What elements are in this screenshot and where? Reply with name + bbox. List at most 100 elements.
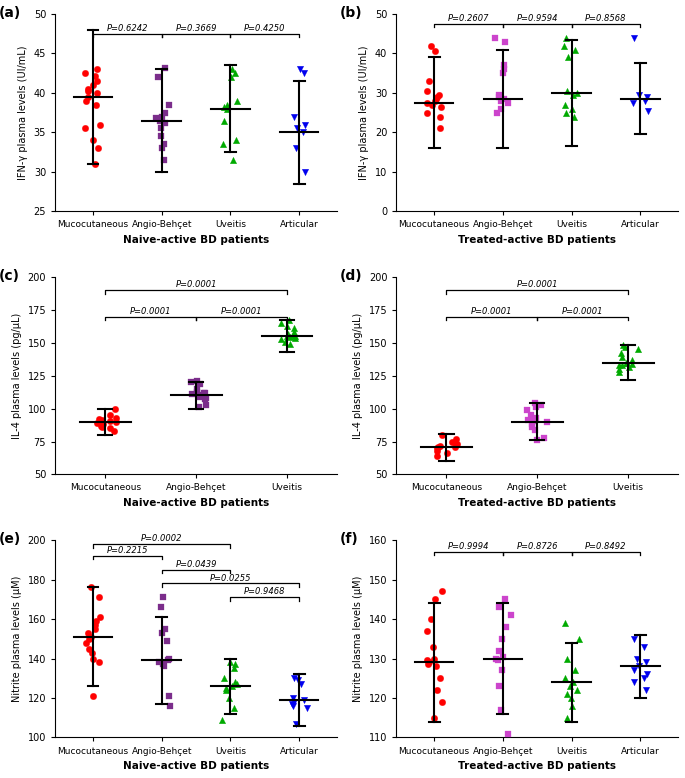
Point: [497, 664, 508, 677]
Point: [290, 142, 301, 155]
Point: [434, 672, 445, 685]
Point: [503, 727, 514, 740]
Point: [493, 680, 504, 692]
Point: [436, 100, 447, 113]
Point: [566, 103, 577, 115]
Text: P=0.0255: P=0.0255: [210, 573, 251, 583]
Point: [640, 684, 651, 696]
Point: [82, 91, 93, 103]
Point: [193, 389, 204, 401]
Point: [288, 692, 299, 704]
Point: [93, 591, 104, 604]
Point: [222, 103, 233, 115]
Point: [299, 67, 310, 79]
Point: [199, 387, 210, 399]
Point: [88, 690, 99, 703]
Point: [159, 117, 170, 129]
Point: [288, 672, 299, 685]
Point: [629, 31, 640, 44]
Point: [571, 86, 582, 99]
Point: [295, 63, 306, 75]
Point: [154, 114, 165, 127]
Point: [633, 343, 644, 356]
Point: [640, 656, 651, 668]
Point: [499, 93, 510, 105]
Point: [430, 95, 441, 107]
Point: [88, 134, 99, 146]
Point: [491, 107, 502, 119]
Y-axis label: IFN-γ plasma levels (UI/mL): IFN-γ plasma levels (UI/mL): [18, 45, 28, 180]
Point: [573, 633, 584, 645]
Point: [626, 358, 637, 370]
Point: [97, 414, 108, 426]
Point: [627, 96, 638, 109]
Point: [432, 442, 443, 454]
Point: [435, 110, 446, 123]
Point: [192, 385, 203, 398]
Point: [90, 99, 101, 111]
Text: P=0.2607: P=0.2607: [448, 14, 489, 23]
Point: [532, 434, 543, 447]
Point: [89, 622, 100, 635]
Point: [289, 326, 300, 338]
Point: [530, 423, 540, 436]
Point: [527, 421, 538, 433]
Point: [627, 354, 638, 366]
Point: [230, 67, 241, 79]
Point: [288, 699, 299, 712]
Point: [163, 99, 174, 111]
X-axis label: Naive-active BD patients: Naive-active BD patients: [123, 235, 269, 245]
Point: [427, 640, 438, 653]
Point: [506, 609, 516, 622]
Point: [429, 593, 440, 605]
Point: [229, 676, 240, 689]
Point: [104, 422, 115, 435]
Point: [562, 712, 573, 724]
Point: [92, 63, 103, 75]
Point: [619, 341, 630, 353]
Point: [287, 698, 298, 710]
Text: P=0.3669: P=0.3669: [175, 24, 217, 33]
Text: P=0.9594: P=0.9594: [516, 14, 558, 23]
Text: P=0.4250: P=0.4250: [244, 24, 286, 33]
Point: [499, 63, 510, 75]
Point: [447, 436, 458, 448]
Point: [522, 414, 533, 426]
Point: [500, 621, 511, 633]
Point: [158, 138, 169, 150]
Point: [421, 96, 432, 109]
Point: [451, 433, 462, 445]
Point: [442, 447, 453, 460]
Point: [494, 91, 505, 103]
Point: [155, 601, 166, 613]
Point: [86, 631, 97, 643]
Point: [217, 138, 228, 150]
Point: [426, 99, 437, 111]
Point: [527, 415, 538, 427]
Point: [613, 363, 624, 375]
Point: [622, 357, 633, 370]
Point: [623, 360, 634, 373]
Point: [162, 654, 173, 667]
Point: [153, 71, 164, 83]
Point: [284, 331, 295, 343]
Point: [110, 402, 121, 415]
Point: [497, 633, 508, 645]
Point: [155, 122, 166, 135]
Point: [425, 40, 436, 52]
Point: [560, 31, 571, 44]
Point: [227, 63, 238, 75]
Point: [536, 398, 547, 411]
Point: [224, 656, 235, 668]
Point: [560, 107, 571, 119]
Point: [525, 409, 536, 422]
Point: [641, 91, 652, 103]
Point: [428, 652, 439, 664]
Point: [200, 398, 211, 411]
Point: [96, 419, 107, 432]
Point: [628, 633, 639, 645]
Point: [83, 82, 94, 95]
Point: [81, 95, 92, 107]
Point: [567, 699, 578, 712]
Point: [530, 401, 541, 414]
